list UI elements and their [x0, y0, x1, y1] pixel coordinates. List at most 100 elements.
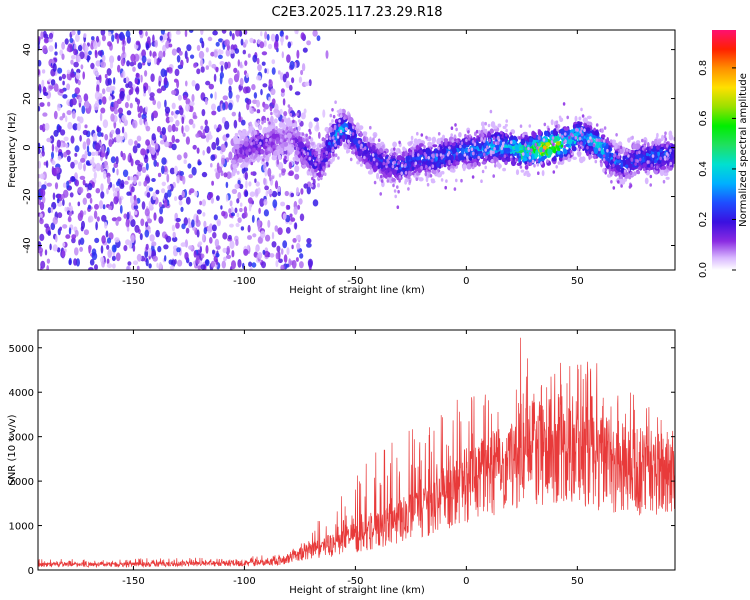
spectrogram-noise-cell [96, 84, 100, 94]
spectrogram-noise-cell [210, 154, 216, 161]
spectrogram-noise-cell [82, 141, 87, 150]
spectrogram-halo-cell [416, 131, 419, 136]
spectrogram-noise-cell [57, 212, 63, 219]
spectrogram-signal-cell [566, 129, 570, 136]
spectrogram-halo-cell [577, 141, 580, 146]
spectrogram-signal-cell [466, 163, 472, 170]
spectrogram-halo-cell [379, 192, 383, 196]
spectrogram-signal-cell [593, 147, 599, 155]
spectrogram-halo-cell [492, 174, 496, 178]
spectrogram-signal-cell [436, 138, 441, 144]
spectrogram-noise-cell [220, 143, 226, 153]
spectrogram-noise-cell [48, 45, 54, 52]
spectrogram-noise-cell [74, 229, 79, 237]
spectrogram-noise-cell [125, 220, 129, 227]
spectrogram-noise-cell [183, 217, 188, 226]
spectrogram-noise-cell [79, 246, 83, 252]
spectrogram-noise-cell [97, 50, 103, 56]
spectrogram-noise-cell [244, 171, 248, 181]
spectrogram-signal-cell [231, 147, 236, 153]
spectrogram-noise-cell [221, 210, 226, 217]
spectrogram-signal-cell [405, 156, 410, 161]
spectrogram-noise-cell [171, 48, 177, 56]
spectrogram-noise-cell [137, 62, 143, 70]
spectrogram-signal-cell [601, 134, 606, 139]
spectrogram-noise-cell [263, 177, 266, 185]
spectrogram-halo-cell [314, 162, 317, 167]
spectrogram-noise-cell [174, 259, 177, 265]
spectrogram-noise-cell [118, 197, 122, 205]
spectrogram-noise-cell [156, 162, 159, 167]
spectrogram-noise-cell [260, 88, 263, 96]
y-tick-label: 20 [22, 92, 33, 105]
spectrogram-halo-cell [569, 149, 573, 154]
spectrogram-signal-cell [547, 148, 553, 156]
spectrogram-halo-cell [649, 183, 652, 187]
spectrogram-signal-cell [451, 147, 457, 154]
spectrogram-noise-cell [100, 191, 105, 199]
spectrogram-halo-cell [391, 164, 395, 169]
spectrogram-signal-cell [287, 145, 291, 151]
spectrogram-noise-cell [231, 111, 236, 117]
spectrogram-halo-cell [651, 154, 655, 158]
spectrogram-halo-cell [599, 159, 603, 164]
spectrogram-noise-cell [145, 162, 149, 171]
spectrogram-noise-cell [256, 57, 260, 65]
spectrogram-noise-cell [205, 245, 209, 254]
spectrogram-signal-cell [557, 150, 561, 155]
spectrogram-noise-cell [151, 147, 156, 156]
spectrogram-noise-cell [66, 83, 71, 91]
spectrogram-halo-cell [334, 153, 338, 157]
spectrogram-signal-cell [668, 134, 674, 141]
spectrogram-noise-cell [88, 267, 94, 270]
spectrogram-halo-cell [393, 147, 396, 151]
spectrogram-halo-cell [463, 153, 467, 157]
spectrogram-noise-cell [274, 225, 279, 232]
spectrogram-signal-cell [317, 182, 320, 188]
spectrogram-halo-cell [492, 140, 496, 145]
spectrogram-noise-cell [220, 64, 224, 73]
spectrogram-noise-cell [145, 42, 149, 51]
spectrogram-halo-cell [664, 137, 668, 141]
spectrogram-noise-cell [116, 190, 120, 199]
spectrogram-noise-cell [73, 48, 78, 56]
spectrogram-signal-cell [563, 153, 568, 157]
spectrogram-halo-cell [332, 114, 336, 119]
spectrogram-noise-cell [135, 86, 140, 95]
spectrogram-noise-cell [84, 44, 89, 53]
spectrogram-noise-cell [202, 150, 205, 156]
spectrogram-noise-cell [234, 183, 240, 190]
spectrogram-halo-cell [552, 170, 556, 174]
spectrogram-noise-cell [148, 187, 154, 192]
spectrogram-halo-cell [464, 133, 467, 138]
spectrogram-halo-cell [380, 174, 383, 179]
spectrogram-noise-cell [56, 139, 61, 148]
spectrogram-halo-cell [331, 108, 334, 112]
spectrogram-halo-cell [340, 138, 343, 143]
spectrogram-noise-cell [231, 212, 235, 217]
spectrogram-halo-cell [638, 150, 641, 155]
spectrogram-noise-cell [158, 80, 161, 87]
spectrogram-noise-cell [116, 181, 121, 187]
spectrogram-noise-cell [224, 61, 229, 70]
spectrogram-halo-cell [451, 139, 455, 143]
spectrogram-noise-cell [146, 192, 151, 198]
spectrogram-noise-cell [257, 64, 262, 72]
spectrogram-halo-cell [265, 151, 268, 156]
spectrogram-noise-cell [201, 171, 208, 178]
spectrogram-signal-cell [636, 170, 641, 175]
spectrogram-halo-cell [329, 113, 333, 118]
spectrogram-noise-cell [82, 179, 86, 186]
spectrogram-noise-cell [62, 199, 65, 206]
spectrogram-noise-cell [77, 161, 83, 170]
spectrogram-noise-cell [38, 105, 41, 112]
spectrogram-halo-cell [580, 141, 583, 145]
spectrogram-signal-cell [309, 171, 312, 176]
spectrogram-noise-cell [40, 31, 44, 40]
spectrogram-noise-cell [175, 30, 181, 35]
spectrogram-halo-cell [397, 161, 401, 165]
spectrogram-noise-cell [58, 125, 62, 133]
spectrogram-noise-cell [44, 223, 49, 229]
spectrogram-noise-cell [107, 249, 112, 258]
spectrogram-signal-cell [346, 134, 351, 139]
